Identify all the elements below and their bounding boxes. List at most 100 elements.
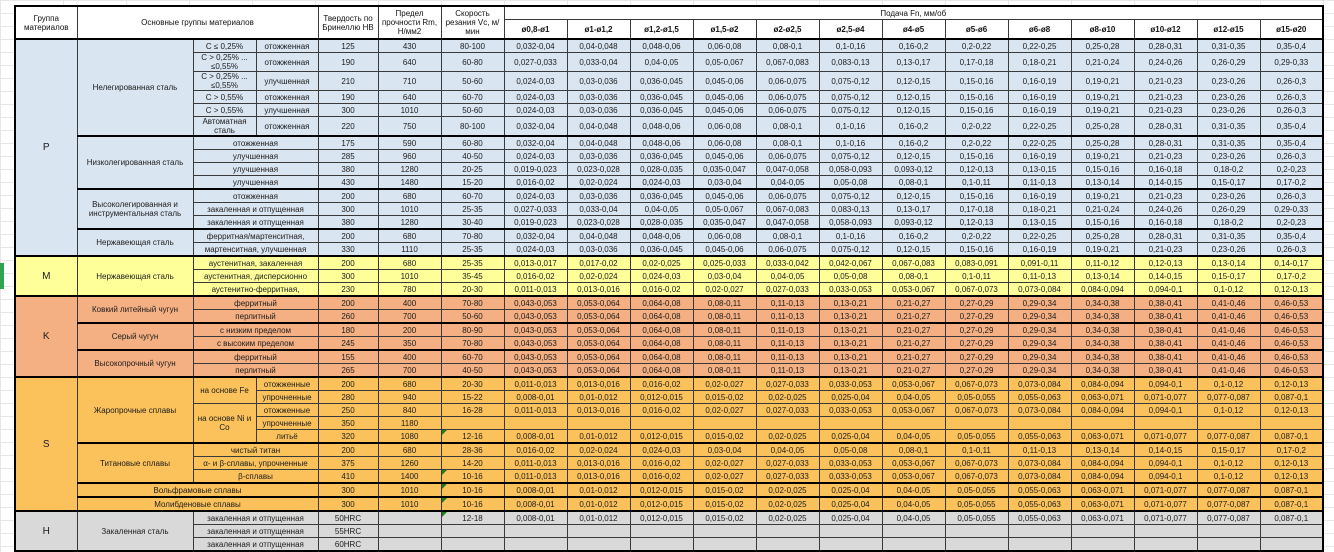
feed-cell[interactable]: 0,27-0,29	[944, 295, 1009, 310]
material-group-cell[interactable]: M	[14, 255, 78, 297]
material-subtype-cell[interactable]: C > 0,25% ... ≤0,55%	[192, 52, 257, 72]
strength-cell[interactable]: 680	[377, 255, 442, 270]
feed-cell[interactable]	[944, 416, 1009, 430]
feed-cell[interactable]: 0,17-0,18	[944, 202, 1009, 216]
feed-cell[interactable]: 0,13-0,17	[881, 202, 946, 216]
feed-cell[interactable]: 0,13-0,14	[1070, 175, 1135, 190]
feed-cell[interactable]: 0,29-0,34	[1007, 349, 1072, 364]
feed-cell[interactable]: 0,27-0,29	[944, 349, 1009, 364]
feed-cell[interactable]: 0,1-0,11	[944, 175, 1009, 190]
feed-cell[interactable]: 0,055-0,063	[1007, 390, 1072, 404]
feed-cell[interactable]: 0,38-0,41	[1133, 322, 1198, 337]
feed-cell[interactable]: 0,073-0,084	[1007, 403, 1072, 417]
cutting-speed-cell[interactable]: 50-60	[440, 103, 505, 117]
feed-cell[interactable]: 0,27-0,29	[944, 322, 1009, 337]
feed-cell[interactable]	[566, 416, 631, 430]
strength-cell[interactable]: 1180	[377, 416, 442, 430]
feed-cell[interactable]: 0,027-0,033	[755, 282, 820, 297]
feed-cell[interactable]: 0,012-0,015	[629, 390, 694, 404]
feed-cell[interactable]: 0,025-0,04	[818, 496, 883, 512]
feed-cell[interactable]: 0,06-0,08	[692, 116, 757, 137]
feed-cell[interactable]: 0,047-0,058	[755, 215, 820, 230]
feed-cell[interactable]: 0,15-0,16	[1070, 215, 1135, 230]
material-family-cell[interactable]: Серый чугун	[76, 322, 194, 351]
cutting-speed-cell[interactable]: 12-18	[440, 510, 505, 525]
feed-cell[interactable]: 0,23-0,26	[1196, 149, 1261, 163]
treatment-cell[interactable]: закаленная и отпущенная	[192, 215, 319, 230]
cutting-speed-cell[interactable]: 10-16	[440, 469, 505, 484]
feed-cell[interactable]: 0,16-0,2	[881, 228, 946, 243]
feed-cell[interactable]: 0,03-0,036	[566, 71, 631, 91]
feed-cell[interactable]: 0,04-0,05	[755, 175, 820, 190]
feed-cell[interactable]: 0,073-0,084	[1007, 376, 1072, 391]
material-family-cell[interactable]: Низколегированная сталь	[76, 135, 194, 190]
feed-cell[interactable]: 0,077-0,087	[1196, 429, 1261, 444]
feed-cell[interactable]: 0,19-0,21	[1070, 149, 1135, 163]
strength-cell[interactable]	[377, 537, 442, 552]
feed-cell[interactable]: 0,033-0,053	[818, 282, 883, 297]
feed-cell[interactable]: 0,05-0,055	[944, 482, 1009, 498]
feed-cell[interactable]	[944, 524, 1009, 538]
feed-cell[interactable]: 0,048-0,06	[629, 228, 694, 243]
feed-cell[interactable]: 0,35-0,4	[1259, 135, 1324, 150]
feed-cell[interactable]: 0,41-0,46	[1196, 309, 1261, 324]
feed-cell[interactable]: 0,035-0,047	[692, 162, 757, 176]
hardness-cell[interactable]: 330	[317, 242, 379, 257]
feed-cell[interactable]: 0,03-0,04	[692, 442, 757, 457]
hardness-cell[interactable]: 200	[317, 442, 379, 457]
feed-cell[interactable]: 0,29-0,34	[1007, 363, 1072, 378]
strength-cell[interactable]: 1010	[377, 269, 442, 283]
feed-cell[interactable]: 0,024-0,03	[503, 90, 568, 104]
feed-cell[interactable]: 0,13-0,14	[1070, 269, 1135, 283]
strength-cell[interactable]: 1010	[377, 202, 442, 216]
feed-cell[interactable]: 0,35-0,4	[1259, 38, 1324, 53]
strength-cell[interactable]: 1010	[377, 496, 442, 512]
feed-cell[interactable]	[1070, 537, 1135, 552]
feed-cell[interactable]: 0,08-0,1	[881, 442, 946, 457]
feed-cell[interactable]	[566, 524, 631, 538]
feed-cell[interactable]: 0,025-0,04	[818, 510, 883, 525]
feed-cell[interactable]: 0,12-0,13	[1259, 456, 1324, 470]
feed-cell[interactable]: 0,12-0,15	[881, 90, 946, 104]
feed-cell[interactable]: 0,04-0,05	[629, 202, 694, 216]
feed-cell[interactable]: 0,084-0,094	[1070, 469, 1135, 484]
hardness-cell[interactable]: 230	[317, 282, 379, 297]
feed-cell[interactable]: 0,064-0,08	[629, 322, 694, 337]
feed-cell[interactable]: 0,016-0,02	[503, 269, 568, 283]
hardness-cell[interactable]: 190	[317, 90, 379, 104]
feed-cell[interactable]: 0,34-0,38	[1070, 363, 1135, 378]
feed-cell[interactable]: 0,26-0,29	[1196, 202, 1261, 216]
feed-cell[interactable]	[1259, 537, 1324, 552]
feed-cell[interactable]	[1070, 524, 1135, 538]
hardness-cell[interactable]: 250	[317, 403, 379, 417]
feed-cell[interactable]: 0,12-0,15	[881, 242, 946, 257]
cutting-speed-cell[interactable]: 80-90	[440, 322, 505, 337]
feed-cell[interactable]: 0,22-0,25	[1007, 228, 1072, 243]
feed-cell[interactable]: 0,1-0,16	[818, 116, 883, 137]
feed-cell[interactable]: 0,46-0,53	[1259, 363, 1324, 378]
feed-cell[interactable]	[818, 416, 883, 430]
feed-cell[interactable]	[1007, 524, 1072, 538]
feed-cell[interactable]: 0,29-0,34	[1007, 336, 1072, 351]
feed-cell[interactable]: 0,46-0,53	[1259, 349, 1324, 364]
feed-cell[interactable]: 0,41-0,46	[1196, 349, 1261, 364]
treatment-cell[interactable]: отожженная	[255, 90, 319, 104]
material-group-cell[interactable]: P	[14, 38, 78, 257]
feed-cell[interactable]: 0,04-0,05	[881, 390, 946, 404]
material-family-cell[interactable]: Нержавеющая сталь	[76, 255, 194, 297]
cutting-speed-cell[interactable]: 60-70	[440, 90, 505, 104]
strength-cell[interactable]: 700	[377, 309, 442, 324]
feed-cell[interactable]: 0,16-0,19	[1007, 188, 1072, 203]
strength-cell[interactable]: 940	[377, 390, 442, 404]
feed-cell[interactable]	[881, 537, 946, 552]
feed-cell[interactable]: 0,15-0,17	[1196, 442, 1261, 457]
feed-cell[interactable]: 0,1-0,12	[1196, 376, 1261, 391]
feed-cell[interactable]: 0,41-0,46	[1196, 322, 1261, 337]
feed-cell[interactable]: 0,024-0,03	[503, 71, 568, 91]
feed-cell[interactable]: 0,053-0,067	[881, 456, 946, 470]
feed-cell[interactable]: 0,03-0,036	[566, 90, 631, 104]
hardness-cell[interactable]: 200	[317, 255, 379, 270]
feed-cell[interactable]: 0,16-0,19	[1007, 71, 1072, 91]
feed-cell[interactable]: 0,08-0,1	[755, 38, 820, 53]
feed-cell[interactable]: 0,02-0,027	[692, 469, 757, 484]
